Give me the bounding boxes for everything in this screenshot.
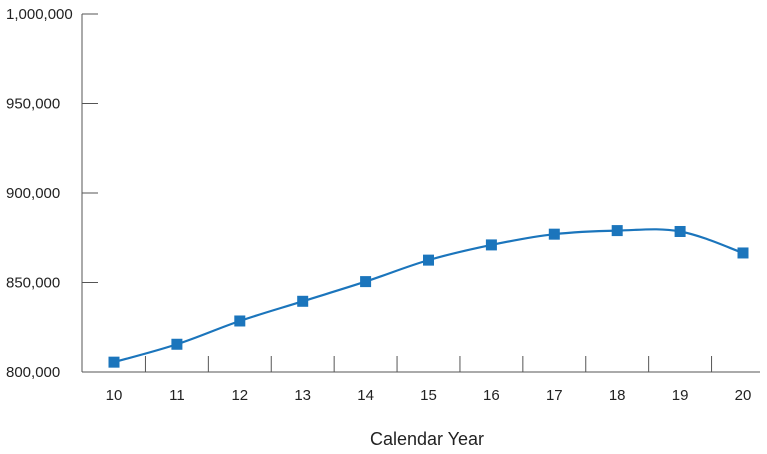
x-tick-label: 10: [106, 387, 123, 404]
data-point-marker: [548, 228, 560, 240]
y-tick-label: 1,000,000: [6, 6, 73, 23]
data-point-marker: [485, 239, 497, 251]
x-tick-label: 15: [420, 387, 437, 404]
x-axis-title: Calendar Year: [370, 429, 484, 449]
x-tick-label: 20: [735, 387, 752, 404]
data-point-marker: [360, 276, 372, 288]
x-tick-label: 17: [546, 387, 563, 404]
x-tick-label: 12: [231, 387, 248, 404]
data-point-marker: [108, 356, 120, 368]
y-tick-label: 950,000: [6, 96, 60, 113]
x-tick-label: 14: [357, 387, 374, 404]
x-tick-label: 16: [483, 387, 500, 404]
x-tick-label: 18: [609, 387, 626, 404]
y-axis-ticks: 800,000 850,000 900,000 950,000 1,000,000: [6, 6, 98, 381]
y-tick-label: 900,000: [6, 185, 60, 202]
x-tick-label: 19: [672, 387, 689, 404]
data-point-marker: [674, 225, 686, 237]
x-axis-ticks: 10 11 12 13 14 15 16 17 18 19 20: [106, 356, 752, 404]
series-line: [113, 228, 744, 364]
x-tick-label: 11: [169, 387, 185, 404]
data-point-marker: [171, 338, 183, 350]
y-tick-label: 800,000: [6, 364, 60, 381]
x-tick-label: 13: [294, 387, 311, 404]
data-point-marker: [297, 295, 309, 307]
y-tick-label: 850,000: [6, 275, 60, 292]
series-group: [108, 225, 749, 368]
data-point-marker: [611, 225, 623, 237]
data-point-marker: [234, 315, 246, 327]
data-point-marker: [737, 247, 749, 259]
data-point-marker: [423, 254, 434, 266]
